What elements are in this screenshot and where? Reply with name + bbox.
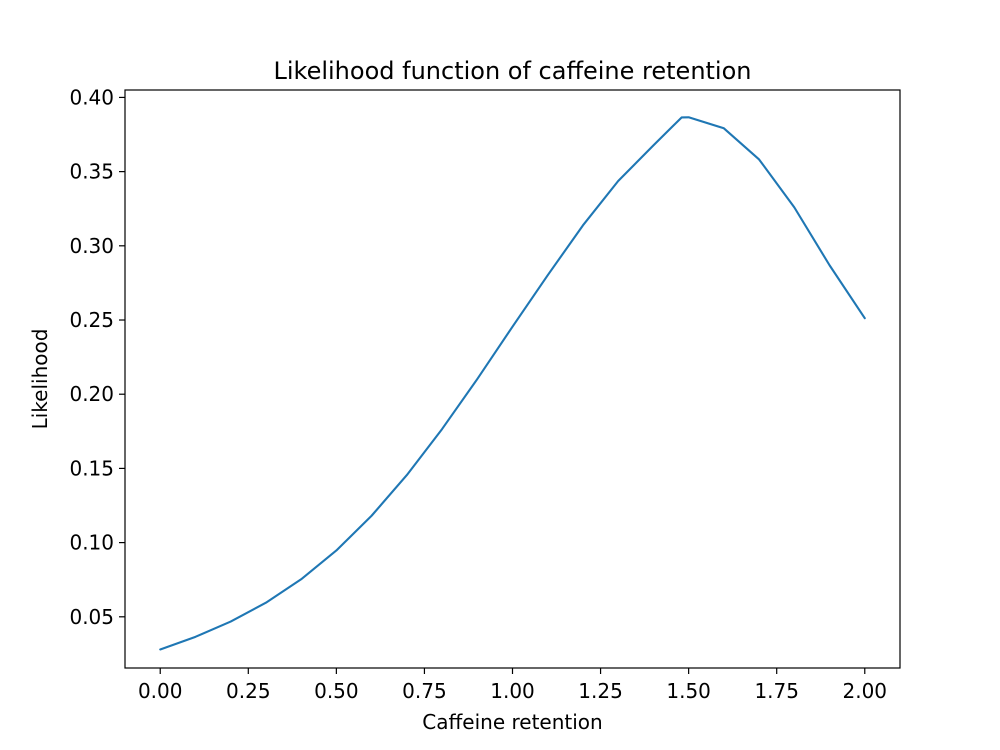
x-tick-label: 0.25	[226, 679, 271, 703]
x-tick-label: 0.75	[402, 679, 447, 703]
chart-title: Likelihood function of caffeine retentio…	[274, 57, 752, 85]
y-tick-label: 0.15	[69, 456, 114, 480]
y-tick-label: 0.20	[69, 382, 114, 406]
y-tick-label: 0.40	[69, 85, 114, 109]
x-tick-label: 1.25	[578, 679, 623, 703]
y-axis-title: Likelihood	[28, 329, 52, 430]
x-axis-title: Caffeine retention	[422, 710, 602, 734]
y-tick-label: 0.30	[69, 234, 114, 258]
x-tick-label: 1.75	[754, 679, 799, 703]
x-axis: 0.00 0.25 0.50 0.75 1.00 1.25 1.50 1.75 2.00	[138, 668, 887, 703]
x-tick-label: 1.00	[490, 679, 535, 703]
y-tick-label: 0.05	[69, 605, 114, 629]
x-tick-label: 1.50	[666, 679, 711, 703]
likelihood-series-line	[159, 116, 866, 651]
plot-area	[159, 116, 866, 651]
x-tick-label: 0.00	[138, 679, 183, 703]
y-axis: 0.05 0.10 0.15 0.20 0.25 0.30 0.35 0.40	[69, 85, 125, 629]
x-tick-label: 0.50	[314, 679, 359, 703]
y-tick-label: 0.35	[69, 160, 114, 184]
y-tick-label: 0.25	[69, 308, 114, 332]
y-tick-label: 0.10	[69, 531, 114, 555]
x-tick-label: 2.00	[843, 679, 888, 703]
